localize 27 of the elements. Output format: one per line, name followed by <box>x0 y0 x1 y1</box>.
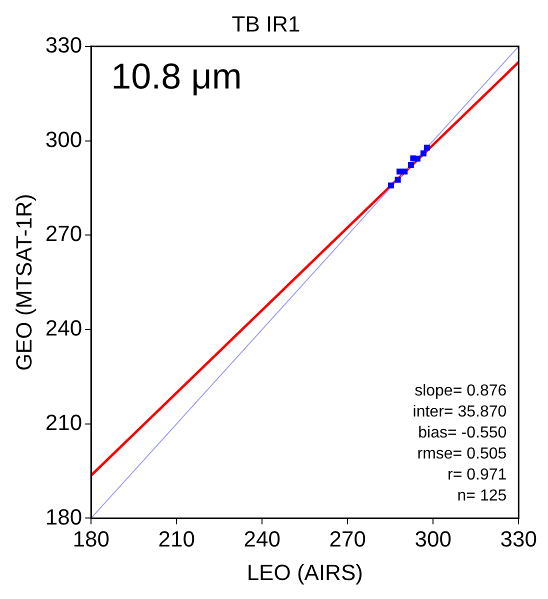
annotation: inter= 35.870 <box>412 404 507 421</box>
x-tick-label: 240 <box>244 526 280 552</box>
x-tick-label: 300 <box>414 526 452 552</box>
annotation: r= 0.971 <box>447 466 507 484</box>
point <box>402 168 408 175</box>
y-tick-label: 300 <box>45 126 82 152</box>
x-axis-title: LEO (AIRS) <box>246 560 363 585</box>
x-tick-label: 210 <box>158 526 195 552</box>
y-tick-label: 240 <box>45 316 82 341</box>
annotation: rmse= 0.505 <box>417 446 507 463</box>
chart-title: TB IR1 <box>232 11 300 36</box>
point <box>424 144 430 151</box>
y-tick-label: 270 <box>45 221 82 246</box>
point <box>388 182 394 188</box>
annotation: n= 125 <box>457 488 507 505</box>
x-tick-label: 270 <box>329 526 366 552</box>
annotation: bias= -0.550 <box>418 424 507 442</box>
point <box>420 150 426 156</box>
x-tick-label: 330 <box>500 526 538 552</box>
y-tick-label: 330 <box>45 32 82 58</box>
point <box>414 156 420 162</box>
point <box>408 162 414 168</box>
y-axis-title: GEO (MTSAT-1R) <box>11 194 36 371</box>
annotation: 10.8 μm <box>111 55 242 96</box>
annotation: slope= 0.876 <box>414 382 507 400</box>
point <box>394 176 401 183</box>
y-tick-label: 210 <box>45 410 82 435</box>
